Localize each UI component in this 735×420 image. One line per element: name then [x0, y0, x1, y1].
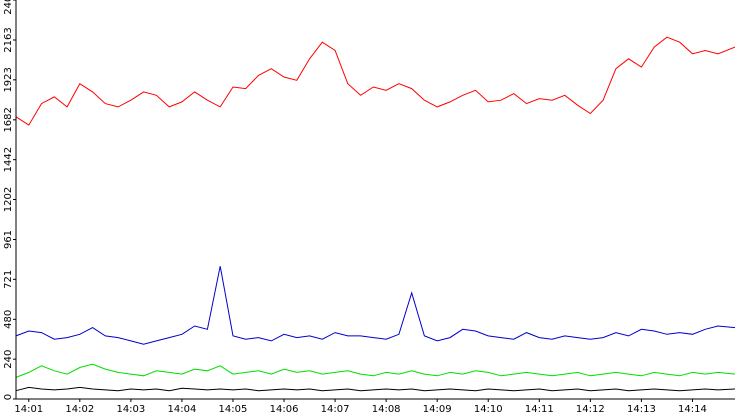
y-tick-label: 961 [3, 230, 14, 249]
series-line-2 [15, 363, 735, 378]
y-tick-label: 1442 [3, 147, 14, 172]
x-tick-label: 14:02 [65, 404, 94, 415]
x-tick-label: 14:06 [270, 404, 299, 415]
x-tick-label: 14:09 [423, 404, 452, 415]
axes-layer: 0 240 480 721 961 1202 1442 1682 1923 2163 2404 14:… [3, 0, 735, 415]
x-tick-label: 14:14 [678, 404, 707, 415]
y-tick-label: 721 [3, 270, 14, 289]
y-tick-label: 0 [3, 394, 14, 400]
y-tick-label: 1202 [3, 187, 14, 212]
x-tick-label: 14:10 [474, 404, 503, 415]
x-tick-label: 14:07 [321, 404, 350, 415]
x-tick-label: 14:01 [14, 404, 43, 415]
x-tick-label: 14:13 [627, 404, 656, 415]
y-tick-label: 2163 [3, 27, 14, 52]
x-tick-label: 14:05 [219, 404, 248, 415]
series-line-3 [15, 386, 735, 392]
x-tick-label: 14:03 [116, 404, 145, 415]
x-tick-label: 14:12 [576, 404, 605, 415]
y-tick-label: 240 [3, 350, 14, 369]
y-tick-label: 1682 [3, 107, 14, 132]
y-tick-label: 1923 [3, 67, 14, 92]
series-line-0 [15, 36, 735, 126]
x-tick-label: 14:11 [525, 404, 554, 415]
series-layer [15, 36, 735, 392]
x-tick-label: 14:08 [372, 404, 401, 415]
y-tick-label: 2404 [3, 0, 14, 15]
x-tick-label: 14:04 [168, 404, 197, 415]
series-line-1 [15, 266, 735, 345]
y-tick-label: 480 [3, 310, 14, 329]
